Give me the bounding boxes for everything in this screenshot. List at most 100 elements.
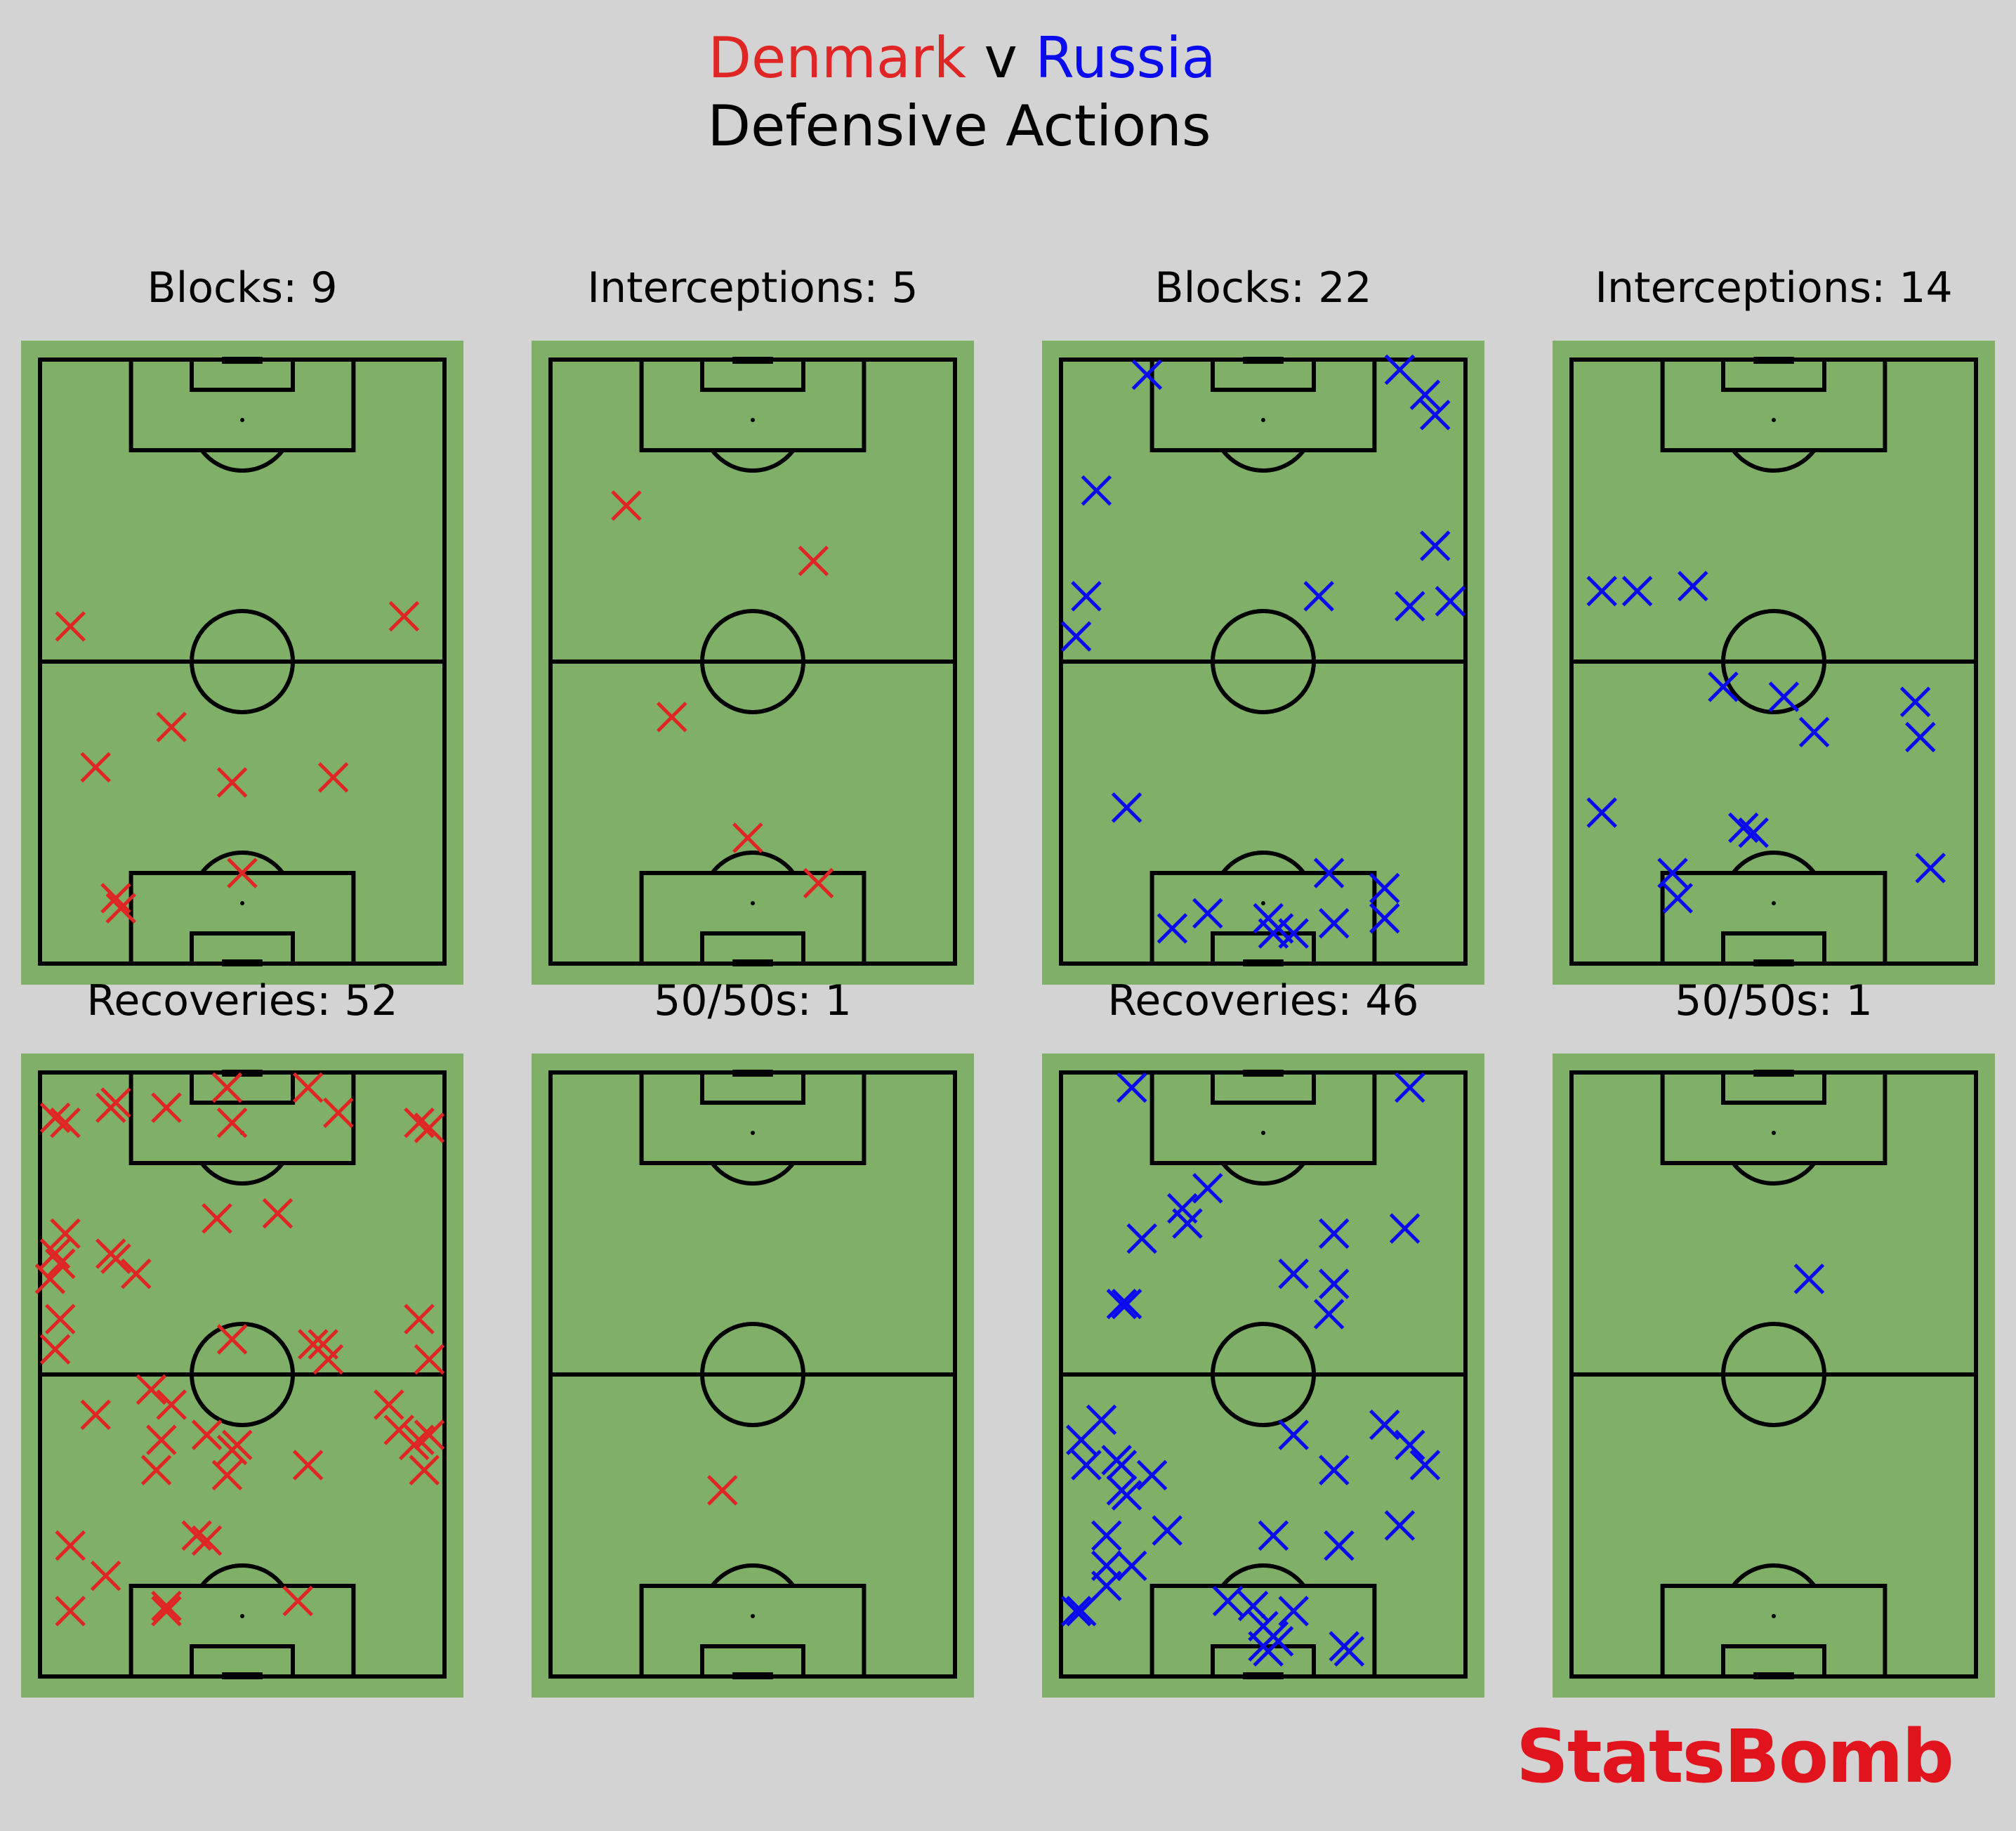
- action-marker: [414, 1113, 445, 1143]
- goal-bottom: [1243, 1672, 1284, 1679]
- action-marker: [1066, 1424, 1097, 1455]
- action-marker: [216, 767, 248, 798]
- action-marker: [1395, 1429, 1425, 1461]
- action-marker: [1389, 1213, 1421, 1244]
- action-marker: [1657, 858, 1688, 888]
- goal-bottom: [732, 1672, 773, 1679]
- panel-title: Blocks: 22: [1154, 263, 1371, 313]
- action-marker: [181, 1520, 212, 1551]
- penalty-arc-bottom: [1731, 1563, 1817, 1587]
- penalty-spot-bottom: [240, 1614, 244, 1618]
- action-marker: [404, 1424, 435, 1455]
- action-marker: [1237, 1590, 1269, 1622]
- penalty-spot-bottom: [240, 901, 244, 905]
- action-marker: [404, 1107, 435, 1138]
- action-marker: [803, 867, 834, 899]
- action-marker: [1212, 1585, 1244, 1617]
- action-marker: [292, 1072, 324, 1103]
- action-marker: [140, 1455, 172, 1485]
- goal-bottom: [222, 1672, 263, 1679]
- penalty-spot-top: [751, 1131, 755, 1135]
- action-marker: [1621, 575, 1653, 607]
- pitch-panels: Blocks: 9 Interceptions: 5 Blocks: 22 Inter…: [21, 263, 1995, 1698]
- action-marker: [80, 1399, 111, 1431]
- action-marker: [1409, 1450, 1441, 1481]
- centre-circle: [1211, 1322, 1316, 1427]
- action-marker: [216, 1107, 248, 1138]
- penalty-spot-top: [1772, 1131, 1776, 1135]
- pitch-panel: Interceptions: 14: [1553, 263, 1995, 985]
- action-marker: [55, 1530, 86, 1561]
- action-marker: [1738, 817, 1769, 848]
- action-marker: [1324, 1530, 1355, 1561]
- action-marker: [55, 1596, 86, 1627]
- goal-bottom: [1753, 1672, 1794, 1679]
- action-marker: [151, 1590, 182, 1622]
- action-marker: [1111, 1480, 1142, 1511]
- action-marker: [146, 1424, 177, 1455]
- action-marker: [1278, 1419, 1309, 1450]
- action-marker: [151, 1596, 182, 1627]
- action-marker: [121, 1258, 152, 1289]
- panel-title: 50/50s: 1: [1675, 976, 1873, 1025]
- penalty-arc-top: [199, 449, 285, 473]
- action-markers: [707, 1475, 738, 1506]
- goal-top: [732, 1070, 773, 1077]
- action-marker: [1586, 797, 1617, 828]
- action-marker: [1192, 898, 1223, 929]
- action-marker: [1091, 1570, 1122, 1601]
- action-marker: [1131, 359, 1163, 391]
- home-team-name: Denmark: [708, 25, 966, 91]
- penalty-arc-bottom: [199, 1563, 285, 1587]
- action-marker: [1319, 1268, 1350, 1299]
- pitch-panel: 50/50s: 1: [532, 976, 974, 1698]
- action-marker: [1111, 792, 1142, 823]
- action-marker: [1319, 1218, 1350, 1249]
- action-marker: [50, 1107, 81, 1138]
- action-marker: [156, 711, 187, 742]
- versus-separator: v: [966, 25, 1035, 91]
- penalty-spot-top: [1772, 418, 1776, 422]
- action-marker: [1192, 1173, 1223, 1204]
- match-title: Denmark v Russia: [708, 25, 1215, 91]
- penalty-arc-bottom: [199, 851, 285, 874]
- pitch-panel: Interceptions: 5: [532, 263, 974, 985]
- action-markers: [1793, 1264, 1825, 1294]
- penalty-arc-top: [199, 1162, 285, 1186]
- goal-bottom: [1753, 959, 1794, 966]
- panel-title: Interceptions: 14: [1595, 263, 1952, 313]
- action-marker: [1313, 858, 1345, 888]
- centre-circle: [700, 1322, 805, 1427]
- action-marker: [1420, 400, 1451, 431]
- centre-circle: [190, 1322, 295, 1427]
- action-markers: [1060, 1072, 1441, 1667]
- action-marker: [707, 1475, 738, 1506]
- action-marker: [1060, 1596, 1092, 1627]
- action-marker: [1152, 1515, 1182, 1546]
- action-marker: [388, 601, 420, 632]
- action-marker: [1435, 586, 1466, 617]
- action-marker: [216, 1324, 248, 1355]
- statsbomb-logo: StatsBomb: [1516, 1714, 1953, 1799]
- panel-title: Recoveries: 52: [86, 976, 397, 1025]
- action-marker: [39, 1334, 71, 1365]
- goal-bottom: [732, 959, 773, 966]
- action-marker: [45, 1304, 76, 1334]
- action-marker: [45, 1248, 76, 1280]
- action-marker: [1384, 354, 1416, 386]
- penalty-arc-bottom: [710, 1563, 796, 1587]
- penalty-spot-top: [240, 418, 244, 422]
- penalty-spot-top: [1261, 1131, 1265, 1135]
- centre-circle: [190, 609, 295, 714]
- goal-top: [1243, 1070, 1284, 1077]
- action-marker: [292, 1450, 324, 1481]
- goal-top: [1753, 357, 1794, 364]
- action-marker: [1915, 853, 1946, 884]
- penalty-spot-bottom: [1261, 901, 1265, 905]
- action-marker: [1768, 681, 1800, 712]
- action-marker: [1409, 379, 1441, 410]
- action-marker: [1420, 530, 1451, 561]
- action-marker: [1116, 1550, 1147, 1582]
- goal-top: [222, 1070, 263, 1077]
